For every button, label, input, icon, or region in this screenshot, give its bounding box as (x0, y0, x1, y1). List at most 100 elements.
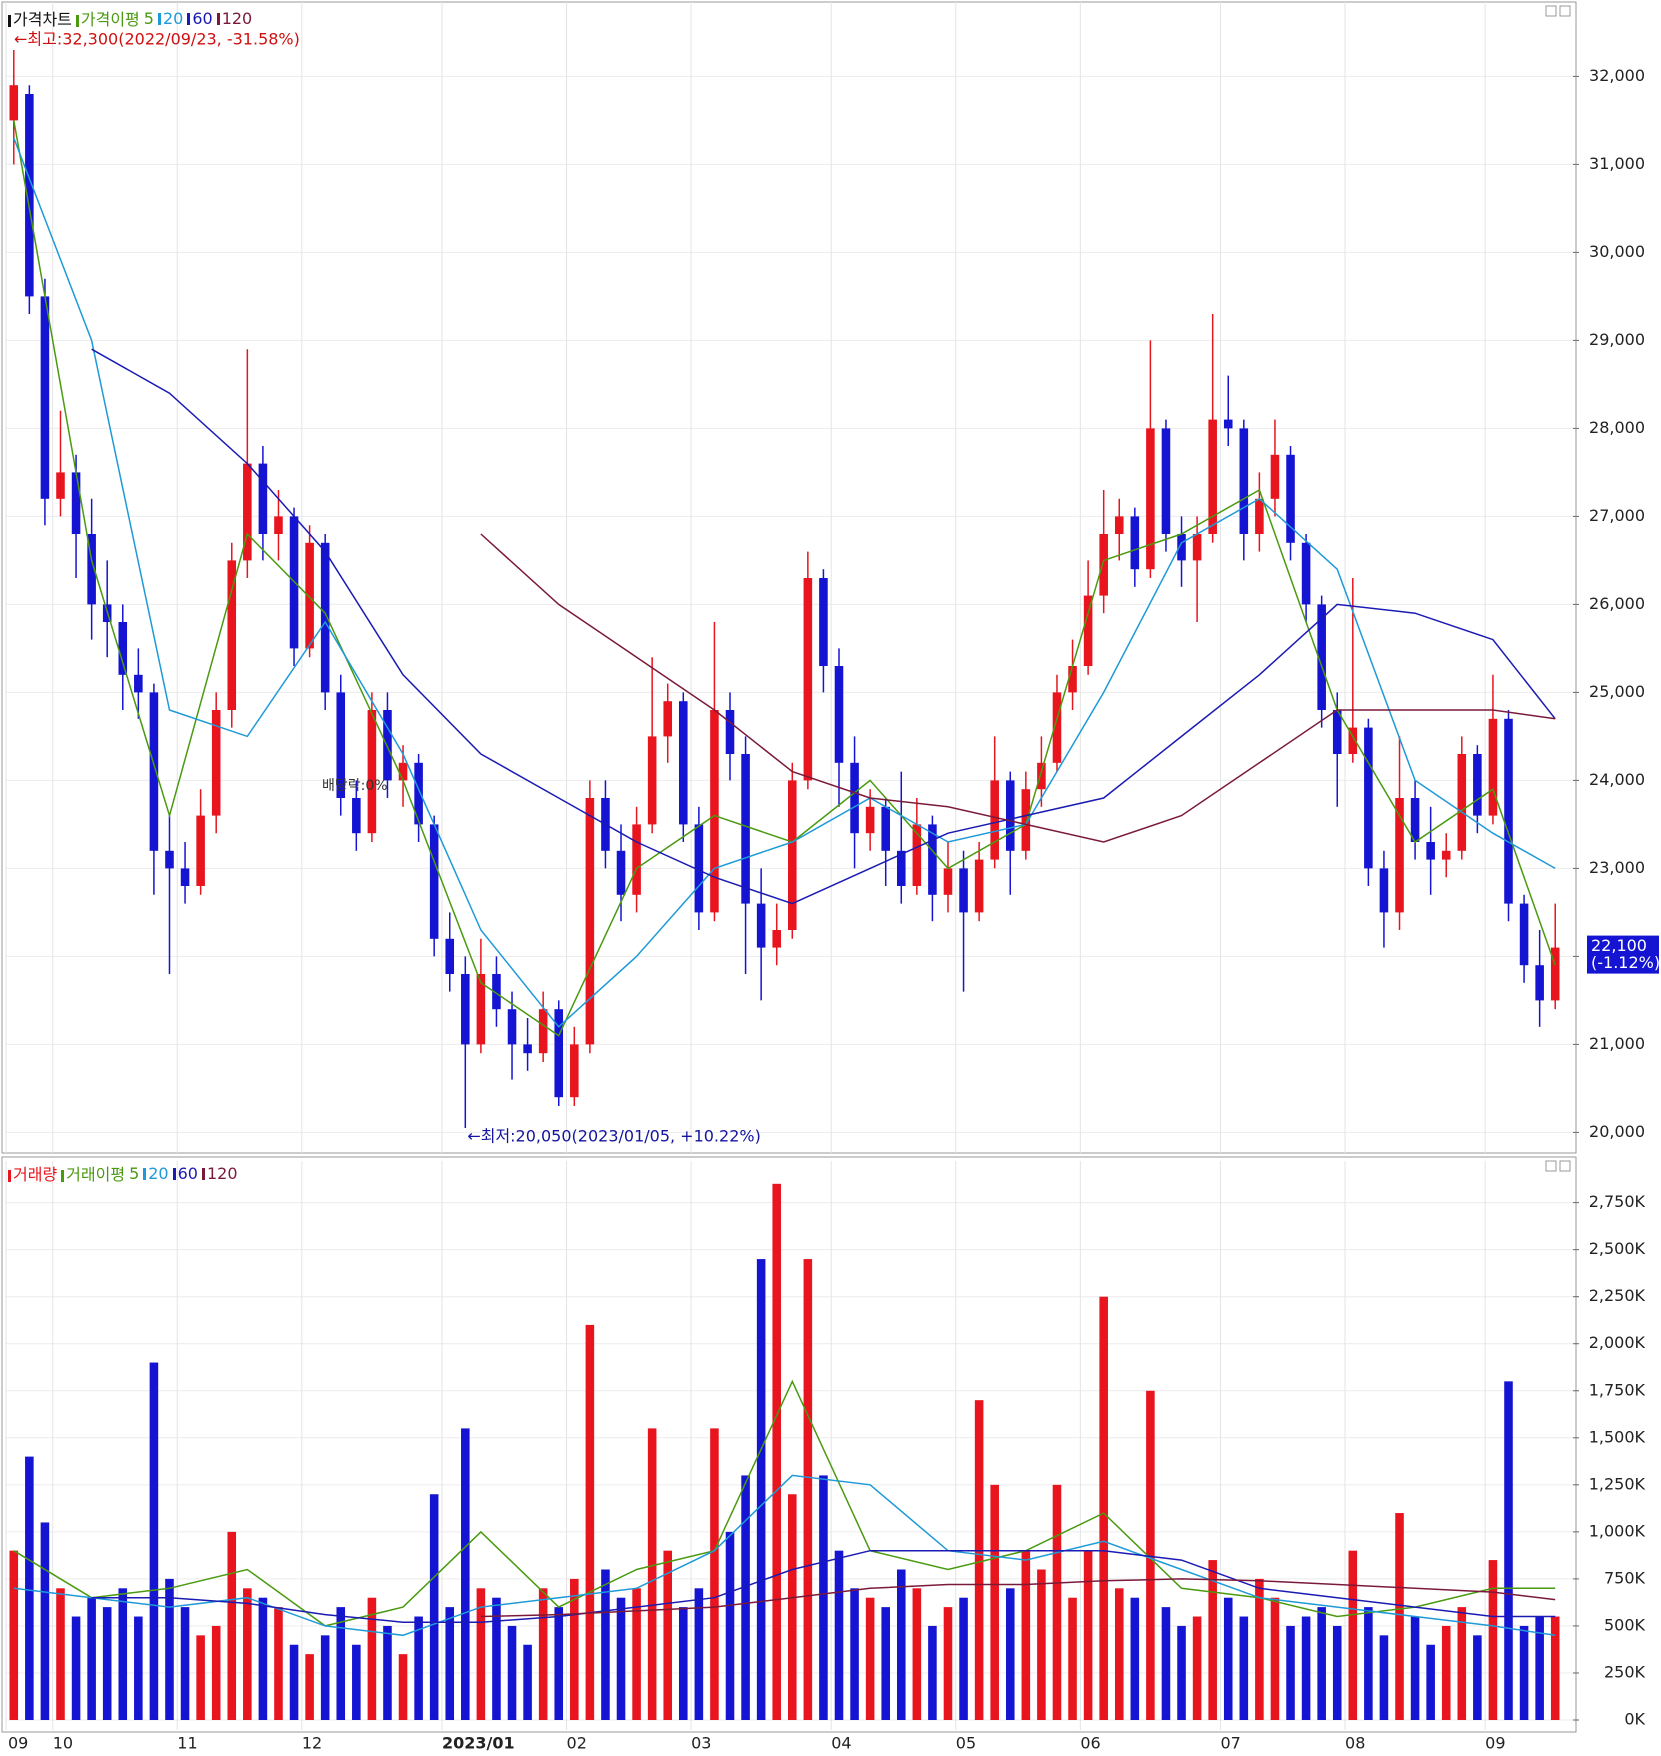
candle-body (320, 542, 330, 693)
candle-body (647, 736, 657, 825)
volume-bar (803, 1259, 813, 1720)
panel-button[interactable] (1559, 1160, 1571, 1172)
volume-bar (1192, 1616, 1202, 1720)
candle-body (40, 296, 50, 499)
candle-body (725, 710, 735, 754)
candle-body (570, 1044, 579, 1098)
candle-body (1535, 965, 1544, 1001)
volume-bar (679, 1607, 688, 1720)
y-tick-label: 26,000 (1589, 594, 1645, 613)
volume-bar (1519, 1625, 1529, 1720)
candle-body (1364, 727, 1373, 869)
candle-body (165, 850, 174, 869)
panel-button[interactable] (1559, 5, 1571, 17)
candle-body (756, 903, 766, 948)
volume-bar (632, 1588, 641, 1720)
candle-body (1052, 692, 1062, 763)
candle-body (1223, 419, 1233, 429)
panel-button[interactable] (1545, 1160, 1557, 1172)
legend-text: 20 (162, 8, 184, 28)
candle-body (1068, 666, 1077, 693)
candle-body (943, 868, 953, 895)
volume-bar (834, 1550, 844, 1720)
volume-bar (1286, 1625, 1295, 1720)
candle-body (896, 850, 906, 886)
moving-average (480, 533, 1556, 843)
candle-body (803, 578, 813, 781)
volume-bar (1177, 1625, 1186, 1720)
volume-bar (788, 1494, 797, 1720)
volume-bar (1037, 1569, 1046, 1720)
high-annotation: ←최고:32,300(2022/09/23, -31.58%) (14, 30, 300, 49)
moving-average (13, 120, 1556, 1037)
candle-body (305, 542, 314, 649)
volume-bar (289, 1644, 299, 1720)
candle-body (788, 780, 797, 930)
volume-bar (959, 1597, 968, 1720)
candle-body (1457, 754, 1467, 851)
last-price-box (1587, 935, 1659, 974)
volume-bar (71, 1616, 81, 1720)
candle-body (180, 868, 190, 886)
legend-text: 60 (192, 8, 213, 28)
volume-bar (336, 1607, 346, 1720)
volume-bar (1395, 1513, 1404, 1720)
legend-item: 가격이평 (75, 6, 140, 30)
volume-bar (320, 1635, 330, 1720)
candle-body (1504, 718, 1513, 904)
candle-body (461, 974, 470, 1045)
candle-body (850, 762, 859, 834)
y-tick-label: 20,000 (1589, 1122, 1645, 1141)
x-tick-label: 05 (956, 1734, 976, 1753)
volume-bar (756, 1259, 766, 1720)
candle-body (507, 1009, 517, 1045)
candle-body (1177, 534, 1186, 561)
volume-bar (149, 1362, 159, 1720)
volume-bar (492, 1597, 501, 1720)
candle-body (990, 780, 999, 860)
legend-text: 120 (221, 8, 253, 28)
moving-average (13, 137, 1556, 1028)
y-tick-label: 2,250K (1589, 1286, 1646, 1305)
panel-button[interactable] (1545, 5, 1557, 17)
candle-body (772, 930, 781, 948)
x-tick-label: 08 (1345, 1734, 1365, 1753)
volume-bar (25, 1456, 34, 1720)
volume-bar (1488, 1560, 1498, 1720)
volume-bar (1457, 1607, 1467, 1720)
candle-body (71, 472, 81, 534)
x-tick-label: 04 (831, 1734, 851, 1753)
volume-bar (507, 1625, 517, 1720)
legend-item: 20 (143, 1164, 169, 1183)
volume-bar (87, 1597, 96, 1720)
candle-body (1550, 947, 1560, 1001)
volume-bar (1410, 1616, 1420, 1720)
candle-body (1130, 516, 1140, 570)
legend-marker (143, 1168, 147, 1180)
candle-body (25, 94, 34, 297)
y-tick-label: 750K (1604, 1568, 1646, 1587)
volume-bar (554, 1607, 564, 1720)
volume-bar (1239, 1616, 1249, 1720)
volume-bar (134, 1616, 143, 1720)
volume-bar (896, 1569, 906, 1720)
volume-bar (1255, 1578, 1264, 1720)
volume-bar (850, 1588, 859, 1720)
legend-item: 가격차트 (8, 6, 72, 30)
candle-body (1426, 842, 1435, 860)
volume-bar (227, 1531, 237, 1720)
volume-bar (9, 1550, 19, 1720)
candle-body (1083, 595, 1093, 666)
volume-bar (694, 1588, 704, 1720)
volume-bar (647, 1428, 657, 1720)
volume-bar (1021, 1550, 1031, 1720)
volume-bar (1332, 1625, 1342, 1720)
candle-body (149, 692, 159, 851)
candle-body (710, 710, 719, 913)
legend-item: 5 (144, 9, 154, 28)
candle-body (538, 1009, 548, 1054)
volume-bar (570, 1578, 579, 1720)
volume-bar (1550, 1616, 1560, 1720)
volume-bar (352, 1644, 361, 1720)
